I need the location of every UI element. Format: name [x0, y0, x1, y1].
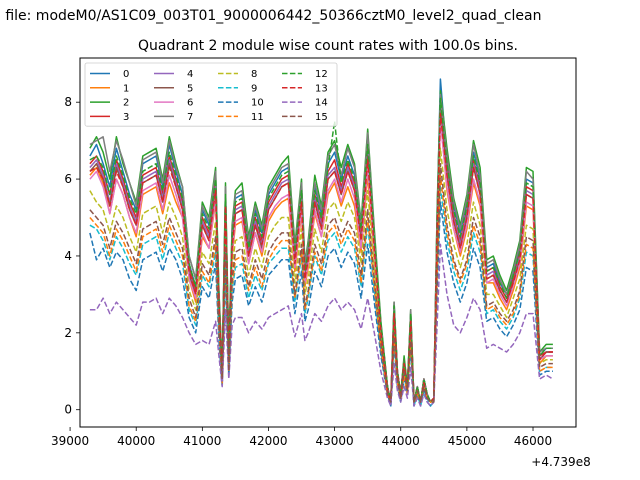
- legend-label-0: 0: [123, 69, 129, 80]
- x-tick-label: 43000: [316, 434, 354, 448]
- series-line-3: [89, 101, 553, 403]
- legend-label-11: 11: [251, 112, 264, 123]
- legend-label-8: 8: [251, 69, 257, 80]
- legend-label-7: 7: [187, 112, 193, 123]
- y-axis: 0 2 4 6 8: [64, 95, 80, 417]
- series-line-11: [89, 174, 553, 403]
- legend-label-14: 14: [315, 98, 328, 109]
- legend-label-1: 1: [123, 83, 129, 94]
- legend-label-9: 9: [251, 83, 257, 94]
- legend-frame: [84, 62, 338, 127]
- series-line-10: [89, 201, 553, 407]
- figure-suptitle: n file: modeM0/AS1C09_003T01_9000006442_…: [0, 8, 541, 24]
- legend-label-4: 4: [187, 69, 193, 80]
- x-tick-label: 40000: [117, 434, 155, 448]
- y-tick-label: 8: [64, 95, 72, 109]
- legend-label-2: 2: [123, 98, 129, 109]
- legend-label-3: 3: [123, 112, 129, 123]
- x-tick-label: 46000: [514, 434, 552, 448]
- series-line-9: [89, 186, 553, 407]
- x-offset-label: +4.739e8: [531, 455, 590, 469]
- series-line-4: [89, 105, 553, 403]
- legend-label-10: 10: [251, 98, 264, 109]
- legend-label-13: 13: [315, 83, 328, 94]
- x-tick-label: 39000: [51, 434, 89, 448]
- legend-label-12: 12: [315, 69, 328, 80]
- y-tick-label: 6: [64, 172, 72, 186]
- legend-label-5: 5: [187, 83, 193, 94]
- series-line-6: [89, 120, 553, 403]
- series-layer: [89, 78, 554, 407]
- x-axis: 39000 40000 41000 42000 43000 44000 45000 46000: [51, 427, 552, 448]
- plot-frame: [79, 57, 577, 428]
- x-tick-label: 44000: [382, 434, 420, 448]
- series-line-13: [89, 112, 553, 403]
- series-line-12: [89, 97, 553, 403]
- series-line-8: [89, 147, 553, 403]
- y-tick-label: 2: [64, 326, 72, 340]
- x-tick-label: 42000: [249, 434, 287, 448]
- x-tick-label: 41000: [183, 434, 221, 448]
- series-line-7: [89, 93, 553, 403]
- series-line-15: [89, 162, 553, 403]
- series-line-0: [89, 78, 553, 403]
- chart-title: Quadrant 2 module wise count rates with …: [138, 38, 518, 54]
- legend-label-15: 15: [315, 112, 328, 123]
- series-line-14: [89, 243, 554, 407]
- legend-label-6: 6: [187, 98, 193, 109]
- y-tick-label: 0: [64, 403, 72, 417]
- x-tick-label: 45000: [448, 434, 486, 448]
- y-tick-label: 4: [64, 249, 72, 263]
